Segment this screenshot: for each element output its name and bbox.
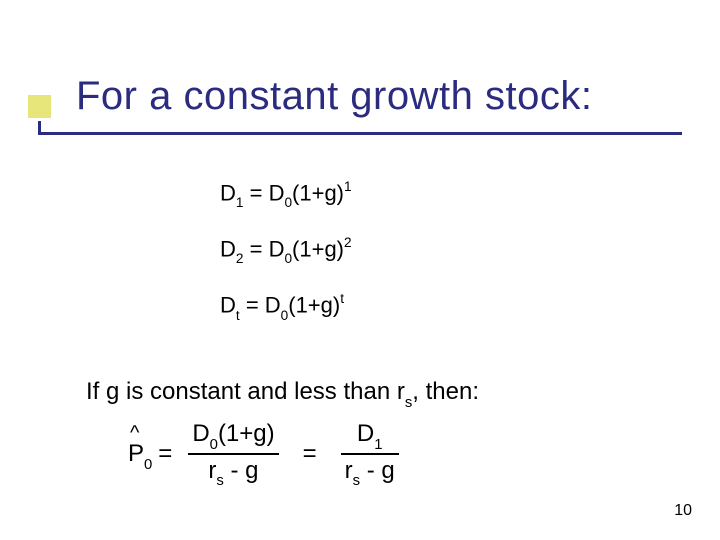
eq1-sup: 1 (344, 179, 352, 194)
eq2-lhs-sub: 2 (236, 251, 244, 266)
frac1-num-sub: 0 (210, 437, 218, 453)
frac1-den-sub: s (216, 473, 223, 489)
frac1-num-tail: (1+g) (218, 420, 275, 447)
eq1-lhs-sub: 1 (236, 195, 244, 210)
accent-square-icon (28, 95, 51, 118)
equals-2: = (303, 440, 317, 468)
condition-pre: If g is constant and less than r (86, 378, 405, 405)
eq1-equals: = (250, 180, 269, 205)
fraction-2: D1 rs - g (341, 420, 399, 487)
frac2-denominator: rs - g (341, 455, 399, 488)
equation-3: Dt = D0(1+g)t (220, 292, 352, 322)
eq2-sup: 2 (344, 235, 352, 250)
hat-icon: ^ (130, 422, 139, 445)
eq1-lhs-base: D (220, 180, 236, 205)
frac2-den-pre: r (345, 457, 353, 484)
eq1-factor: (1+g) (292, 180, 344, 205)
eq3-sup: t (340, 291, 344, 306)
p0-symbol: ^ P0 (128, 436, 152, 471)
frac1-numerator: D0(1+g) (188, 420, 278, 453)
eq2-rhs-base: D (269, 236, 285, 261)
frac2-den-sub: s (353, 473, 360, 489)
equals-1: = (158, 440, 172, 468)
frac1-num-base: D (192, 420, 209, 447)
eq3-rhs-sub: 0 (281, 308, 289, 323)
condition-text: If g is constant and less than rs, then: (86, 378, 479, 409)
eq3-factor: (1+g) (288, 292, 340, 317)
condition-post: , then: (412, 378, 479, 405)
page-number: 10 (674, 502, 692, 520)
eq3-lhs-sub: t (236, 308, 240, 323)
eq3-rhs-base: D (265, 292, 281, 317)
condition-r-sub: s (405, 395, 412, 411)
eq2-equals: = (250, 236, 269, 261)
frac1-den-post: - g (224, 457, 259, 484)
fraction-1: D0(1+g) rs - g (188, 420, 278, 487)
price-formula: ^ P0 = D0(1+g) rs - g = D1 rs - g (128, 420, 405, 487)
equations-block: D1 = D0(1+g)1 D2 = D0(1+g)2 Dt = D0(1+g)… (220, 180, 352, 348)
p-sub: 0 (144, 457, 152, 473)
eq2-factor: (1+g) (292, 236, 344, 261)
equation-2: D2 = D0(1+g)2 (220, 236, 352, 266)
eq1-rhs-sub: 0 (284, 195, 292, 210)
frac2-den-post: - g (360, 457, 395, 484)
eq2-rhs-sub: 0 (284, 251, 292, 266)
frac2-numerator: D1 (353, 420, 387, 453)
slide-title: For a constant growth stock: (76, 74, 592, 119)
frac2-num-sub: 1 (374, 437, 382, 453)
eq1-rhs-base: D (269, 180, 285, 205)
frac2-num-base: D (357, 420, 374, 447)
eq3-lhs-base: D (220, 292, 236, 317)
title-underline-icon (38, 132, 682, 135)
frac1-denominator: rs - g (204, 455, 262, 488)
eq3-equals: = (246, 292, 265, 317)
eq2-lhs-base: D (220, 236, 236, 261)
slide: For a constant growth stock: D1 = D0(1+g… (0, 0, 720, 540)
equation-1: D1 = D0(1+g)1 (220, 180, 352, 210)
